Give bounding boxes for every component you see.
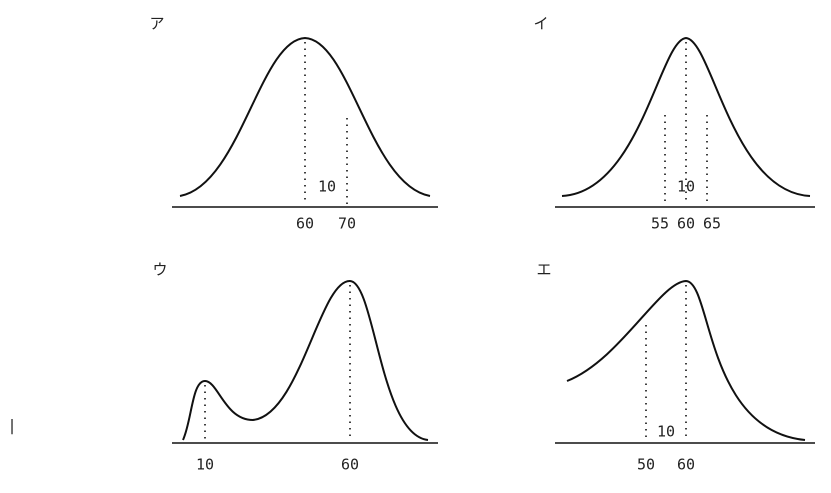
curve [179, 36, 431, 197]
tick-label: 50 [637, 456, 655, 474]
tick-label: 65 [703, 215, 721, 233]
panel: エ 10 50 60 [536, 261, 815, 474]
panel-label: エ [536, 261, 551, 279]
panel: ア 10 60 70 [149, 15, 438, 233]
panel-label: ウ [152, 261, 167, 279]
curve [182, 279, 429, 441]
tick-label: 10 [196, 456, 214, 474]
width-label: 10 [677, 178, 695, 196]
panel-label: ア [149, 15, 164, 33]
panel-label: イ [533, 15, 548, 33]
tick-label: 60 [296, 215, 314, 233]
tick-label: 70 [338, 215, 356, 233]
tick-label: 60 [677, 456, 695, 474]
tick-label: 55 [651, 215, 669, 233]
curve [561, 36, 811, 197]
width-label: 10 [318, 178, 336, 196]
panel: イ 10 55 60 65 [533, 15, 815, 233]
width-label: 10 [657, 423, 675, 441]
tick-label: 60 [677, 215, 695, 233]
tick-label: 60 [341, 456, 359, 474]
curve [566, 279, 806, 441]
margin-mark: | [7, 417, 16, 435]
panel: ウ 10 60 [152, 261, 438, 474]
